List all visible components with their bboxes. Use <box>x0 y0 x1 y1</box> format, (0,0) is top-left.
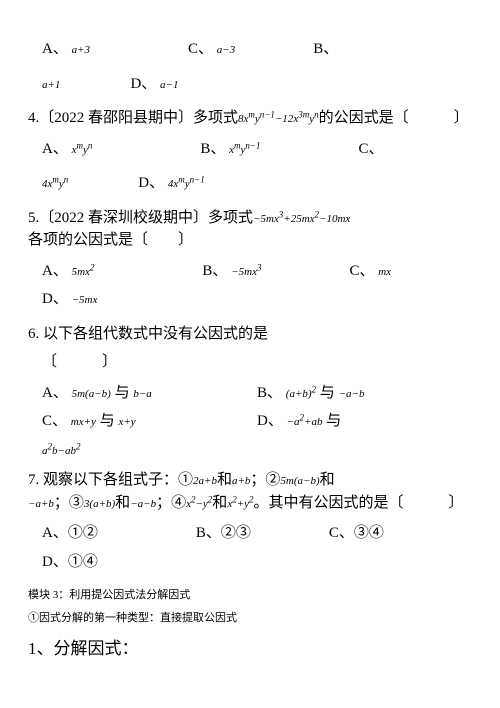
opt-expr: (a+b)2 <box>286 388 316 400</box>
opt-label: B、 <box>313 41 338 57</box>
q4-expr: 8xmyn−1−12x3myn <box>238 113 319 125</box>
q3-opt-b-expr: a+1 <box>42 73 60 96</box>
opt-expr: mx+y <box>71 416 96 428</box>
question-7: 7. 观察以下各组式子：①2a+b和a+b；②5m(a−b)和−a+b；③3(a… <box>28 469 472 514</box>
question-4: 4.〔2022 春邵阳县期中〕多项式8xmyn−1−12x3myn的公因式是〔 … <box>28 107 472 130</box>
q5-tail: 各项的公因式是〔 〕 <box>28 232 193 248</box>
opt-label: A、 <box>42 141 68 157</box>
q6-opt-a: A、 5m(a−b) 与 b−a <box>42 382 257 405</box>
opt-label: A、 <box>42 263 68 279</box>
opt-expr: 5mx2 <box>72 266 95 278</box>
q3-opt-a: A、 a+3 <box>42 38 90 61</box>
q7-options: A、①② B、②③ C、③④ <box>28 522 472 545</box>
q4-opt-d: D、 4xmyn−1 <box>138 172 204 195</box>
opt-expr: a+3 <box>72 44 90 56</box>
q6-opt-d: D、 −a2+ab 与 <box>257 410 472 433</box>
opt-expr: −5mx3 <box>231 266 261 278</box>
q4-options: A、 xmyn B、 xmyn−1 C、 <box>28 138 472 161</box>
question-6: 6. 以下各组代数式中没有公因式的是 <box>28 323 472 346</box>
q5-expr: −5mx3+25mx2−10mx <box>253 213 350 225</box>
q5-options-row2: D、 −5mx <box>28 288 472 311</box>
q7-text: 7. 观察以下各组式子：① <box>28 472 193 488</box>
opt-label: D、 <box>257 413 283 429</box>
opt-expr: −a2+ab <box>287 416 323 428</box>
q7-opt-b: B、②③ <box>196 522 251 545</box>
opt-expr: 5m(a−b) <box>72 388 111 400</box>
q3-opt-c: C、 a−3 <box>188 38 235 61</box>
opt-label: B、 <box>200 141 225 157</box>
q4-opt-c: C、 <box>359 138 384 161</box>
q4-opt-c-expr: 4xmyn <box>42 172 68 195</box>
subtype-1: ①因式分解的第一种类型：直接提取公因式 <box>28 610 472 627</box>
opt-label: D、 <box>42 291 68 307</box>
opt-expr: −5mx <box>72 294 98 306</box>
q5-opt-c: C、 mx <box>349 260 391 283</box>
q6-paren: 〔 〕 <box>28 351 472 374</box>
opt-label: A、 <box>42 385 68 401</box>
q6-text: 6. 以下各组代数式中没有公因式的是 <box>28 326 268 342</box>
q7-opt-d: D、①④ <box>42 551 98 574</box>
opt-label: A、 <box>42 41 68 57</box>
q5-text: 5.〔2022 春深圳校级期中〕多项式 <box>28 210 253 226</box>
opt-label: C、 <box>359 141 384 157</box>
q3-options-row2: a+1 D、 a−1 <box>28 73 472 96</box>
opt-label: B、 <box>202 263 227 279</box>
opt-expr: 4xmyn−1 <box>168 178 205 190</box>
module-3-title: 模块 3：利用提公因式法分解因式 <box>28 587 472 604</box>
q6-options: A、 5m(a−b) 与 b−a B、 (a+b)2 与 −a−b C、 mx+… <box>28 382 472 433</box>
q4-tail: 的公因式是〔 〕 <box>319 110 469 126</box>
q4-text: 4.〔2022 春邵阳县期中〕多项式 <box>28 110 238 126</box>
q5-opt-a: A、 5mx2 <box>42 260 94 283</box>
q5-options: A、 5mx2 B、 −5mx3 C、 mx <box>28 260 472 283</box>
opt-label: D、 <box>130 76 156 92</box>
q6-opt-d-cont: a2b−ab2 <box>28 439 472 462</box>
opt-expr: xmyn−1 <box>229 144 260 156</box>
q4-options-row2: 4xmyn D、 4xmyn−1 <box>28 172 472 195</box>
opt-label: D、 <box>138 175 164 191</box>
q5-opt-b: B、 −5mx3 <box>202 260 261 283</box>
q4-opt-b: B、 xmyn−1 <box>200 138 260 161</box>
q7-tail: 。其中有公因式的是〔 〕 <box>254 495 464 511</box>
q3-options: A、 a+3 C、 a−3 B、 <box>28 38 472 61</box>
q6-opt-c: C、 mx+y 与 x+y <box>42 410 257 433</box>
opt-label: C、 <box>188 41 213 57</box>
opt-expr: a−1 <box>160 79 178 91</box>
opt-expr: a−3 <box>217 44 235 56</box>
opt-label: C、 <box>349 263 374 279</box>
q4-opt-a: A、 xmyn <box>42 138 92 161</box>
q6-opt-b: B、 (a+b)2 与 −a−b <box>257 382 472 405</box>
exercise-1-title: 1、分解因式： <box>28 636 472 662</box>
question-5: 5.〔2022 春深圳校级期中〕多项式−5mx3+25mx2−10mx 各项的公因… <box>28 207 472 252</box>
q3-opt-d: D、 a−1 <box>130 73 178 96</box>
q7-options-row2: D、①④ <box>28 551 472 574</box>
opt-label: B、 <box>257 385 282 401</box>
q7-opt-c: C、③④ <box>329 522 384 545</box>
q3-opt-b: B、 <box>313 38 338 61</box>
q7-opt-a: A、①② <box>42 522 98 545</box>
opt-expr: mx <box>378 266 391 278</box>
opt-label: C、 <box>42 413 67 429</box>
opt-expr: xmyn <box>72 144 93 156</box>
q5-opt-d: D、 −5mx <box>42 288 97 311</box>
